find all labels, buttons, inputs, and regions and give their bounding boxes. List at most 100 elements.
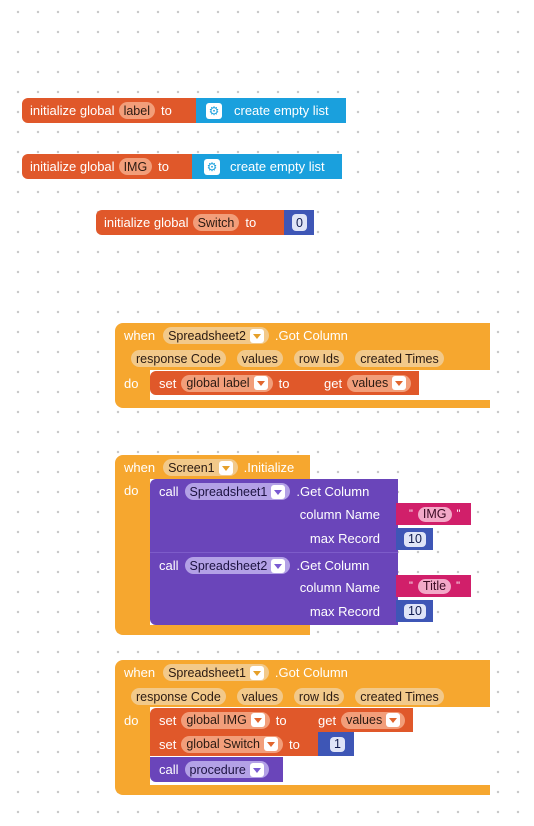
text-value[interactable]: Title [417,578,452,594]
chevron-down-icon[interactable] [271,484,286,499]
column-name-label: column Name [299,507,380,522]
chevron-down-icon[interactable] [386,713,401,727]
number-block[interactable]: 1 [318,732,354,756]
chevron-down-icon[interactable] [253,376,268,390]
number-value[interactable]: 10 [404,603,426,619]
max-record-label: max Record [309,604,380,619]
param-response-code[interactable]: response Code [131,688,226,705]
call-procedure-block[interactable]: call procedure [150,757,283,782]
text-block[interactable]: " Title " [396,575,471,597]
component-name: Spreadsheet1 [189,484,268,499]
component-dropdown[interactable]: Spreadsheet2 [184,557,291,574]
set-keyword: set [159,375,177,391]
chevron-down-icon[interactable] [250,713,265,727]
event-name: .Got Column [274,328,348,343]
var-name-img[interactable]: IMG [118,158,153,175]
number-value[interactable]: 1 [330,736,345,752]
method-name: .Get Column [296,558,370,573]
param-response-code[interactable]: response Code [131,350,226,367]
init-prefix: initialize global [30,103,115,118]
number-block[interactable]: 10 [396,528,433,550]
call-spreadsheet2-get-column[interactable]: call Spreadsheet2 .Get Column column Nam… [150,552,398,625]
var-name-label[interactable]: label [118,102,155,119]
set-global-switch-block[interactable]: set global Switch to [150,732,320,756]
set-target-dropdown[interactable]: global label [181,374,273,392]
gear-icon[interactable]: ⚙ [206,102,222,119]
procedure-dropdown[interactable]: procedure [184,761,269,778]
method-name: .Get Column [296,484,370,499]
chevron-down-icon[interactable] [392,376,407,390]
gear-icon[interactable]: ⚙ [204,158,220,175]
chevron-down-icon[interactable] [249,762,264,777]
text-block[interactable]: " IMG " [396,503,471,525]
create-empty-list-label: create empty list [234,103,329,118]
to-keyword: to [158,159,170,174]
set-target: global label [186,376,250,390]
component-name: Spreadsheet2 [189,558,268,573]
init-global-img-block[interactable]: initialize global IMG to [22,154,196,179]
component-dropdown[interactable]: Spreadsheet1 [184,483,291,500]
number-value[interactable]: 10 [404,531,426,547]
when-keyword: when [124,328,156,343]
max-record-label: max Record [309,531,380,546]
param-row-ids[interactable]: row Ids [293,350,345,367]
chevron-down-icon[interactable] [249,665,264,680]
get-values-block[interactable]: get values [306,708,413,732]
event-params: response Code values row Ids created Tim… [131,350,444,367]
param-values[interactable]: values [236,688,283,705]
get-var-dropdown[interactable]: values [341,711,406,729]
create-empty-list-block[interactable]: ⚙ create empty list [192,154,342,179]
set-global-img-block[interactable]: set global IMG to [150,708,310,732]
chevron-down-icon[interactable] [249,328,264,343]
to-keyword: to [289,736,300,752]
number-block[interactable]: 0 [284,210,314,235]
call-keyword: call [159,558,179,573]
set-keyword: set [159,736,177,752]
set-target: global IMG [186,713,247,727]
component-dropdown[interactable]: Spreadsheet1 [163,664,269,681]
number-block[interactable]: 10 [396,600,433,622]
number-value[interactable]: 0 [292,214,307,231]
event-name: .Got Column [274,665,348,680]
procedure-name: procedure [189,762,246,777]
text-value[interactable]: IMG [417,506,452,522]
get-keyword: get [318,712,337,728]
component-dropdown[interactable]: Screen1 [163,459,238,476]
component-name: Spreadsheet1 [168,665,246,680]
event-params: response Code values row Ids created Tim… [131,688,444,705]
get-keyword: get [324,375,343,391]
chevron-down-icon[interactable] [271,558,286,573]
set-global-label-block[interactable]: set global label to [150,371,314,395]
set-target-dropdown[interactable]: global Switch [181,735,283,753]
column-name-label: column Name [299,580,380,595]
component-dropdown[interactable]: Spreadsheet2 [163,327,269,344]
event-header: when Screen1 .Initialize [124,459,294,476]
when-keyword: when [124,460,156,475]
call-spreadsheet1-get-column[interactable]: call Spreadsheet1 .Get Column column Nam… [150,479,398,552]
param-created-times[interactable]: created Times [355,688,444,705]
event-spreadsheet2-got-column[interactable]: when Spreadsheet2 .Got Column response C… [115,323,490,408]
var-name-switch[interactable]: Switch [192,214,240,231]
call-keyword: call [159,484,179,499]
to-keyword: to [160,103,172,118]
component-name: Spreadsheet2 [168,328,246,343]
init-global-switch-block[interactable]: initialize global Switch to [96,210,286,235]
get-var-dropdown[interactable]: values [347,374,412,392]
do-keyword: do [124,483,139,498]
param-row-ids[interactable]: row Ids [293,688,345,705]
get-var: values [346,713,383,727]
get-var: values [352,376,389,390]
param-created-times[interactable]: created Times [355,350,444,367]
get-values-block[interactable]: get values [312,371,419,395]
create-empty-list-block[interactable]: ⚙ create empty list [196,98,346,123]
to-keyword: to [278,375,290,391]
event-header: when Spreadsheet2 .Got Column [124,327,348,344]
init-global-label-block[interactable]: initialize global label to [22,98,200,123]
do-keyword: do [124,713,139,728]
when-keyword: when [124,665,156,680]
chevron-down-icon[interactable] [218,460,233,475]
chevron-down-icon[interactable] [264,737,278,751]
param-values[interactable]: values [236,350,283,367]
set-target-dropdown[interactable]: global IMG [181,711,270,729]
set-target: global Switch [186,737,260,751]
